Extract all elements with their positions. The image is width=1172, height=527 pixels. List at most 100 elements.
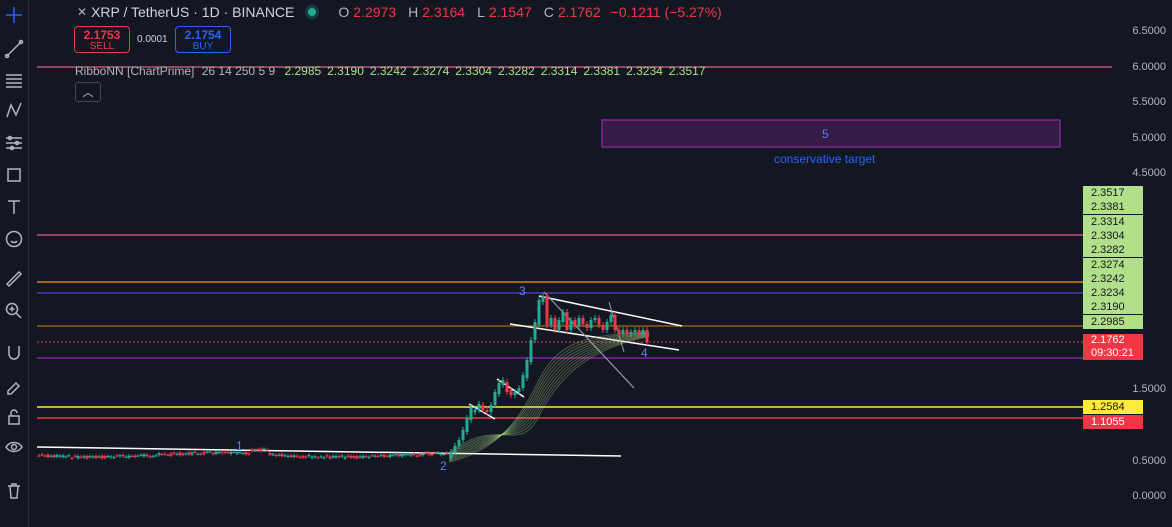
candle-body (289, 455, 293, 457)
symbol-title[interactable]: XRP / TetherUS · 1D · BINANCE (91, 4, 295, 20)
ribbon-price-label: 2.3190 (1083, 300, 1143, 315)
lock-icon[interactable] (2, 406, 26, 428)
candle-body (343, 457, 347, 459)
candle-body (577, 318, 581, 326)
candle-body (373, 455, 377, 457)
candle-body (298, 456, 302, 458)
zoom-in-icon[interactable] (2, 300, 26, 322)
candle-body (241, 453, 245, 455)
ribbon-band (448, 334, 650, 457)
candle-body (388, 454, 392, 457)
candle-body (319, 456, 323, 458)
candle-body (265, 449, 269, 451)
candle-body (385, 455, 389, 457)
indicator-values: 2.2985 2.3190 2.3242 2.3274 2.3304 2.3282 2.33… (278, 64, 705, 78)
indicator-value: 2.3274 (412, 64, 450, 78)
candle-body (382, 454, 386, 457)
candle-body (208, 451, 212, 453)
candle-body (418, 453, 422, 456)
candle-body (557, 320, 561, 330)
candle-body (172, 452, 176, 454)
axis-tick: 0.5000 (1132, 455, 1166, 467)
flag-line-1[interactable] (468, 403, 496, 420)
pattern-icon[interactable] (2, 100, 26, 122)
ribbon-price-label: 2.3314 (1083, 214, 1143, 229)
candle-body (160, 454, 164, 456)
candle-body (139, 454, 143, 456)
candle-body (436, 452, 440, 454)
candle-body (82, 456, 86, 458)
sell-label: SELL (89, 41, 115, 52)
ribbon-band (448, 333, 650, 459)
emoji-icon[interactable] (2, 228, 26, 250)
trash-icon[interactable] (2, 480, 26, 502)
candle-body (163, 453, 167, 455)
candle-body (617, 330, 621, 334)
candle-body (133, 455, 137, 457)
wave-label-4: 4 (641, 346, 648, 360)
candle-body (625, 330, 629, 334)
candle-body (295, 455, 299, 457)
indicator-legend[interactable]: RibboNN [ChartPrime] 26 14 250 5 9 2.298… (75, 64, 706, 78)
ribbon-price-label: 2.3282 (1083, 243, 1143, 258)
buy-label: BUY (192, 41, 214, 52)
candle-body (505, 382, 509, 392)
candle-body (250, 449, 254, 451)
candle-body (121, 455, 125, 457)
candle-body (621, 330, 625, 334)
chart-pane[interactable]: ✕ XRP / TetherUS · 1D · BINANCE O 2.2973 … (29, 0, 1172, 527)
channel-upper-line[interactable] (538, 295, 683, 327)
candle-body (517, 388, 521, 392)
channel-lower-line[interactable] (509, 323, 680, 351)
candle-body (79, 456, 83, 458)
candle-body (633, 330, 637, 332)
buy-button[interactable]: 2.1754 BUY (175, 26, 231, 53)
indicator-value: 2.3234 (626, 64, 663, 78)
eye-icon[interactable] (2, 436, 26, 458)
candle-body (178, 452, 182, 456)
candle-body (601, 325, 605, 330)
candle-body (609, 315, 613, 322)
candle-body (286, 455, 290, 457)
candle-body (585, 324, 589, 328)
candle-body (593, 318, 597, 320)
candle-body (154, 455, 158, 457)
sell-price: 2.1753 (83, 28, 121, 42)
lock-draw-icon[interactable] (2, 374, 26, 396)
diagonal-line[interactable] (543, 291, 635, 389)
trendline-icon[interactable] (2, 38, 26, 60)
candle-body (605, 322, 609, 330)
candle-body (211, 453, 215, 455)
crosshair-icon[interactable] (2, 4, 26, 26)
indicator-name[interactable]: RibboNN [ChartPrime] (75, 64, 195, 78)
candle-body (67, 455, 71, 457)
candle-body (199, 453, 203, 455)
candle-body (196, 453, 200, 455)
price-chart[interactable] (29, 0, 1172, 527)
shape-icon[interactable] (2, 164, 26, 186)
candle-body (545, 296, 549, 325)
ruler-icon[interactable] (2, 268, 26, 290)
candle-body (529, 340, 533, 362)
price-axis[interactable]: 6.5000 6.0000 5.5000 5.0000 4.5000 1.500… (1083, 0, 1172, 527)
collapse-legend-button[interactable]: ︿ (75, 82, 101, 102)
forecast-icon[interactable] (2, 132, 26, 154)
candle-body (40, 454, 44, 456)
axis-tick: 4.5000 (1132, 167, 1166, 179)
candle-body (427, 452, 431, 455)
candle-body (549, 318, 553, 325)
fib-icon[interactable] (2, 70, 26, 92)
target-box[interactable] (601, 119, 1061, 148)
ohlc-high: 2.3164 (422, 4, 466, 20)
candle-body (501, 380, 505, 385)
text-icon[interactable] (2, 196, 26, 218)
base-trendline[interactable] (36, 446, 622, 457)
candle-body (301, 456, 305, 458)
candle-body (223, 451, 227, 453)
axis-tick: 1.5000 (1132, 383, 1166, 395)
symbol-legend[interactable]: ✕ XRP / TetherUS · 1D · BINANCE O 2.2973 … (77, 4, 722, 20)
magnet-icon[interactable] (2, 342, 26, 364)
candle-body (325, 455, 329, 457)
sell-button[interactable]: 2.1753 SELL (74, 26, 130, 53)
candle-body (184, 453, 188, 455)
